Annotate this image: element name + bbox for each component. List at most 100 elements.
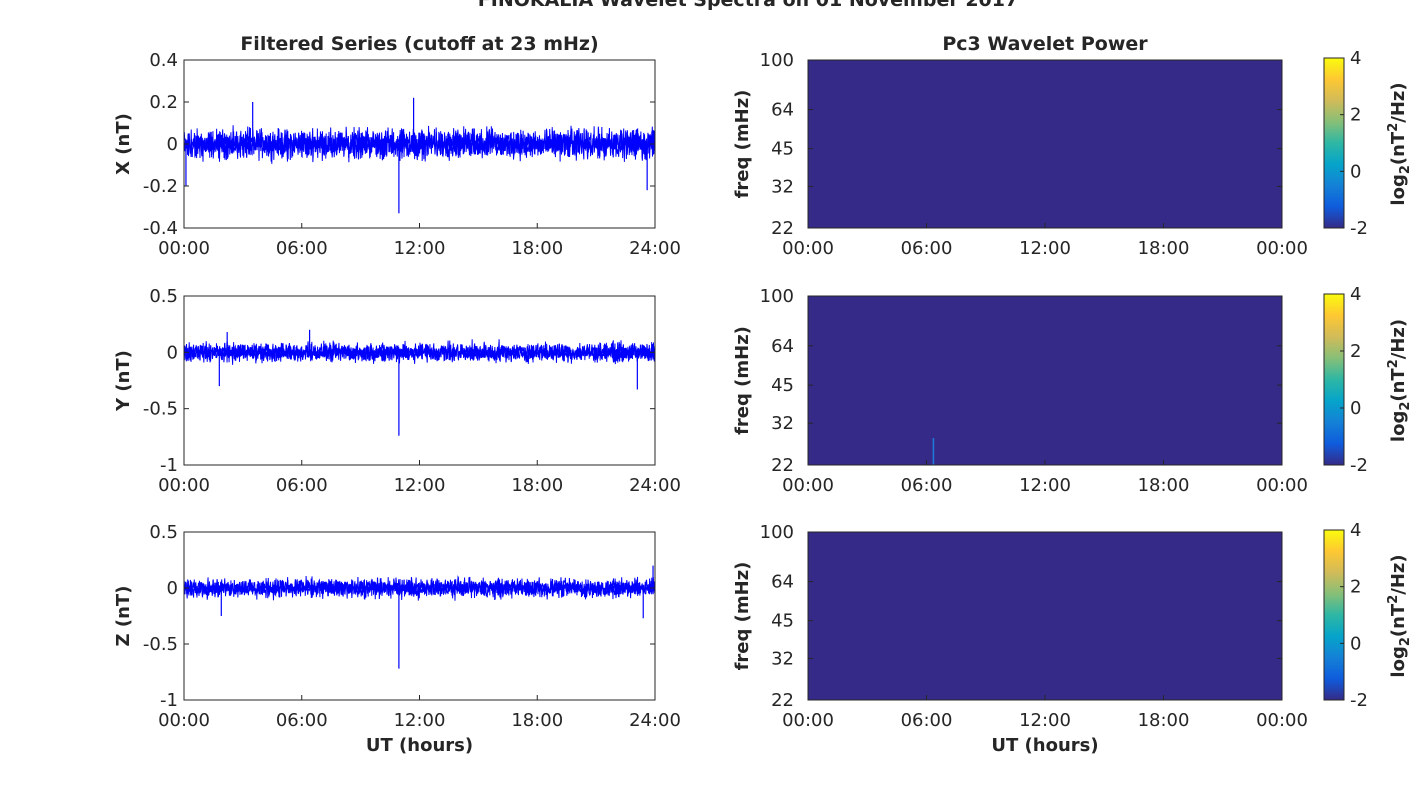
- y-power-ytick: 22: [771, 455, 794, 476]
- y-power-colorbar-tick: 0: [1350, 398, 1361, 419]
- z-series-panel: -1 -0.5 0 0.5 00:00 06:00 12:00 18:00 24:00 Z (nT…: [113, 522, 681, 756]
- z-series-xtick: 18:00: [511, 710, 563, 731]
- y-series-ytick: 0.5: [149, 286, 178, 307]
- x-power-colorbar: [1323, 57, 1345, 229]
- z-power-ytick: 45: [771, 611, 794, 632]
- x-power-colorbar-tick: 2: [1350, 105, 1361, 126]
- x-power-title: Pc3 Wavelet Power: [942, 33, 1148, 55]
- z-power-xtick: 12:00: [1019, 710, 1071, 731]
- y-power-ytick: 64: [771, 336, 794, 357]
- z-power-xlabel: UT (hours): [991, 735, 1098, 756]
- y-series-line-dense: [184, 339, 655, 365]
- x-series-ytick: 0: [167, 134, 178, 155]
- y-power-ytick: 100: [760, 286, 794, 307]
- x-power-ytick: 32: [771, 176, 794, 197]
- x-power-xtick: 06:00: [901, 238, 953, 259]
- z-power-colorbar-tick: 0: [1350, 633, 1361, 654]
- z-power-ylabel: freq (mHz): [732, 562, 753, 671]
- z-power-panel: 22 32 45 64 100 00:00 06:00 12:00 18:00 00:00 freq…: [732, 520, 1413, 756]
- x-power-colorbar-label: log2(nT2/Hz): [1386, 82, 1413, 205]
- x-power-xtick: 12:00: [1019, 238, 1071, 259]
- y-power-xtick: 12:00: [1019, 475, 1071, 496]
- x-series-xtick: 06:00: [276, 238, 328, 259]
- z-power-colorbar-label: log2(nT2/Hz): [1386, 554, 1413, 677]
- y-series-ylabel: Y (nT): [113, 350, 134, 412]
- y-power-ytick: 45: [771, 375, 794, 396]
- z-power-ytick: 100: [760, 522, 794, 543]
- y-power-xtick: 00:00: [782, 475, 834, 496]
- y-power-ytick: 32: [771, 413, 794, 434]
- x-power-xtick: 18:00: [1138, 238, 1190, 259]
- z-series-xtick: 00:00: [158, 710, 210, 731]
- y-power-colorbar-tick: 4: [1350, 284, 1361, 305]
- y-series-ytick: -1: [160, 455, 178, 476]
- z-series-xtick: 12:00: [394, 710, 446, 731]
- y-power-xtick: 18:00: [1138, 475, 1190, 496]
- x-series-xtick: 24:00: [629, 238, 681, 259]
- y-power-xtick: 06:00: [901, 475, 953, 496]
- x-series-line-dense: [184, 125, 655, 162]
- z-power-ytick: 64: [771, 572, 794, 593]
- x-series-ytick: 0.4: [149, 50, 178, 71]
- x-series-ytick: -0.4: [143, 218, 178, 239]
- x-series-title: Filtered Series (cutoff at 23 mHz): [240, 33, 598, 55]
- x-series-ytick: -0.2: [143, 176, 178, 197]
- y-power-ylabel: freq (mHz): [732, 326, 753, 435]
- x-series-xtick: 12:00: [394, 238, 446, 259]
- figure-title: FINOKALIA Wavelet Spectra on 01 November…: [478, 0, 1018, 11]
- z-power-colorbar: [1323, 529, 1345, 701]
- y-power-heatmap: [808, 296, 1282, 465]
- z-series-ytick: -1: [160, 690, 178, 711]
- z-power-ytick: 22: [771, 690, 794, 711]
- y-series-xtick: 18:00: [511, 475, 563, 496]
- x-power-colorbar-tick: 4: [1350, 48, 1361, 69]
- y-series-axes: [183, 295, 656, 466]
- z-power-ytick: 32: [771, 648, 794, 669]
- y-series-panel: -1 -0.5 0 0.5 00:00 06:00 12:00 18:00 24:00 Y (nT…: [113, 286, 681, 496]
- y-power-spike: [932, 438, 935, 465]
- y-series-ytick: -0.5: [143, 399, 178, 420]
- x-power-ylabel: freq (mHz): [732, 90, 753, 199]
- x-power-colorbar-tick: -2: [1350, 218, 1368, 239]
- y-series-xtick: 12:00: [394, 475, 446, 496]
- x-power-heatmap: [808, 60, 1282, 228]
- y-power-colorbar-tick: -2: [1350, 455, 1368, 476]
- z-power-colorbar-tick: 4: [1350, 520, 1361, 541]
- z-series-ytick: 0: [167, 578, 178, 599]
- y-series-xtick: 06:00: [276, 475, 328, 496]
- x-series-panel: -0.4 -0.2 0 0.2 0.4 00:00 06:00 12:00 18:00 24:00…: [113, 33, 681, 259]
- x-series-ytick: 0.2: [149, 92, 178, 113]
- z-series-xtick: 24:00: [629, 710, 681, 731]
- y-series-xtick: 24:00: [629, 475, 681, 496]
- y-series-xtick: 00:00: [158, 475, 210, 496]
- z-series-ytick: 0.5: [149, 522, 178, 543]
- z-power-xtick: 06:00: [901, 710, 953, 731]
- y-power-colorbar-tick: 2: [1350, 341, 1361, 362]
- z-power-xtick: 00:00: [782, 710, 834, 731]
- y-series-ytick: 0: [167, 342, 178, 363]
- z-power-colorbar-tick: 2: [1350, 577, 1361, 598]
- x-series-xtick: 18:00: [511, 238, 563, 259]
- x-power-xtick: 00:00: [1256, 238, 1308, 259]
- y-power-xtick: 00:00: [1256, 475, 1308, 496]
- x-power-ytick: 100: [760, 50, 794, 71]
- z-series-axes: [183, 531, 656, 701]
- z-power-xtick: 18:00: [1138, 710, 1190, 731]
- x-power-ytick: 45: [771, 139, 794, 160]
- z-series-xlabel: UT (hours): [366, 735, 473, 756]
- z-series-ytick: -0.5: [143, 634, 178, 655]
- z-series-xtick: 06:00: [276, 710, 328, 731]
- x-power-ytick: 22: [771, 218, 794, 239]
- z-power-heatmap: [808, 532, 1282, 700]
- z-power-colorbar-tick: -2: [1350, 690, 1368, 711]
- z-series-line-dense: [184, 575, 655, 601]
- z-series-ylabel: Z (nT): [113, 586, 134, 647]
- x-power-ytick: 64: [771, 100, 794, 121]
- y-power-colorbar-label: log2(nT2/Hz): [1386, 319, 1413, 442]
- x-power-panel: 22 32 45 64 100 00:00 06:00 12:00 18:00 00:00 freq…: [732, 33, 1413, 259]
- x-power-colorbar-tick: 0: [1350, 161, 1361, 182]
- z-power-xtick: 00:00: [1256, 710, 1308, 731]
- x-power-xtick: 00:00: [782, 238, 834, 259]
- y-power-colorbar: [1323, 293, 1345, 466]
